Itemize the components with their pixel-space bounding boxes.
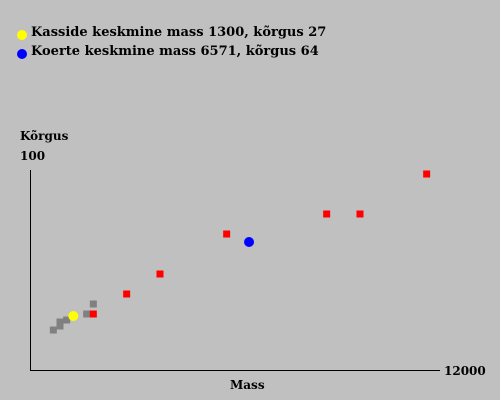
cat-point-5	[89, 300, 97, 308]
x-tick-label-max: 12000	[444, 364, 486, 378]
legend-marker-dog-mean	[17, 49, 27, 59]
dog-point-3	[223, 230, 231, 238]
dog-point-6	[423, 170, 431, 178]
dog-point-1	[123, 290, 131, 298]
legend: Kasside keskmine mass 1300, kõrgus 27 Ko…	[17, 25, 326, 59]
data-points	[49, 170, 431, 334]
dog-point-2	[156, 270, 164, 278]
x-axis-label: Mass	[230, 378, 265, 392]
cat-point-3	[63, 316, 71, 324]
dog-mean-point-0	[244, 237, 255, 247]
y-axis-label: Kõrgus	[20, 129, 69, 143]
cat-mean-point-0	[68, 311, 79, 321]
dog-point-0	[89, 310, 97, 318]
cat-point-2	[56, 318, 64, 326]
legend-label-dog-mean: Koerte keskmine mass 6571, kõrgus 64	[31, 44, 319, 59]
dog-point-4	[323, 210, 331, 218]
dog-point-5	[356, 210, 364, 218]
cat-point-4	[83, 310, 91, 318]
cat-point-1	[56, 322, 64, 330]
legend-marker-cat-mean	[17, 30, 27, 40]
legend-label-cat-mean: Kasside keskmine mass 1300, kõrgus 27	[31, 25, 326, 40]
cat-point-0	[49, 326, 57, 334]
y-tick-label-max: 100	[20, 149, 45, 163]
